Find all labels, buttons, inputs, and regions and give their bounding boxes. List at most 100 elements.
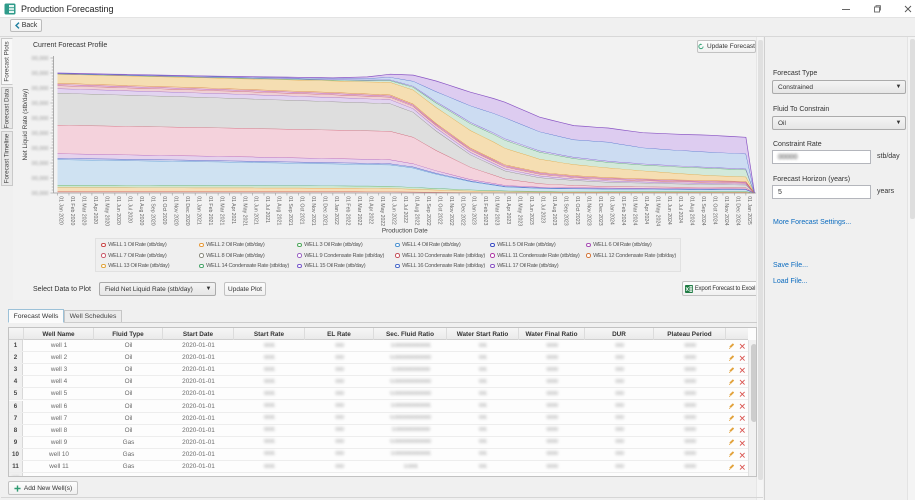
row-header[interactable]: 1 bbox=[9, 340, 23, 352]
table-cell[interactable]: Oil bbox=[124, 378, 133, 386]
table-row[interactable]: 3 well 3 Oil 2020-01-01 0000 000 0.00000000000… bbox=[9, 364, 748, 377]
table-cell[interactable]: 0.0000000000000 bbox=[374, 449, 447, 460]
table-cell[interactable]: 000 bbox=[447, 352, 519, 363]
table-scrollbar-thumb[interactable] bbox=[750, 344, 756, 422]
table-cell[interactable]: Oil bbox=[124, 402, 133, 410]
row-header[interactable]: 6 bbox=[9, 400, 23, 412]
table-cell[interactable]: 0000 bbox=[234, 437, 305, 448]
table-cell[interactable]: Gas bbox=[122, 463, 135, 471]
row-header[interactable]: 7 bbox=[9, 412, 23, 424]
delete-x-icon[interactable] bbox=[739, 355, 746, 362]
table-cell[interactable]: 0000 bbox=[519, 413, 585, 424]
table-cell[interactable]: 2020-01-01 bbox=[182, 366, 215, 374]
table-cell[interactable]: 2020-01-01 bbox=[182, 390, 215, 398]
table-cell[interactable]: 000 bbox=[585, 425, 654, 436]
table-row[interactable]: 11 well 11 Gas 2020-01-01 0000 000 0.000 000 000… bbox=[9, 461, 748, 474]
table-cell[interactable]: 2020-01-01 bbox=[182, 438, 215, 446]
forecast-horizon-input[interactable]: 5 bbox=[772, 185, 871, 199]
table-cell[interactable]: 0000 bbox=[234, 340, 305, 351]
row-header[interactable]: 11 bbox=[9, 461, 23, 473]
edit-pencil-icon[interactable] bbox=[728, 451, 735, 458]
edit-pencil-icon[interactable] bbox=[728, 403, 735, 410]
legend-item[interactable]: WELL 4 Oil Rate (stb/day) bbox=[395, 242, 461, 249]
table-cell[interactable]: 0.0000000000000 bbox=[374, 340, 447, 351]
tab-forecast-wells[interactable]: Forecast Wells bbox=[8, 309, 64, 323]
table-cell[interactable]: 0.0000000000000 bbox=[374, 352, 447, 363]
fluid-to-constrain-select[interactable]: Oil ▼ bbox=[772, 116, 906, 130]
table-cell[interactable]: Oil bbox=[124, 390, 133, 398]
table-row[interactable]: 2 well 2 Oil 2020-01-01 0000 000 0.00000000000… bbox=[9, 352, 748, 365]
table-row[interactable]: 8 well 8 Oil 2020-01-01 0000 000 0.00000000000… bbox=[9, 424, 748, 437]
table-cell[interactable]: 000 bbox=[585, 437, 654, 448]
table-cell[interactable]: 0.0000000000000 bbox=[374, 425, 447, 436]
table-cell[interactable]: 000 bbox=[585, 352, 654, 363]
table-cell[interactable]: 0000 bbox=[654, 413, 726, 424]
table-cell[interactable]: 0000 bbox=[234, 388, 305, 399]
table-cell[interactable]: 000 bbox=[305, 413, 374, 424]
table-cell[interactable]: Gas bbox=[122, 438, 135, 446]
table-cell[interactable]: 0000 bbox=[654, 425, 726, 436]
table-cell[interactable]: 0000 bbox=[519, 461, 585, 472]
update-forecast-button[interactable]: Update Forecast bbox=[697, 40, 756, 53]
table-cell[interactable]: 0000 bbox=[234, 425, 305, 436]
edit-pencil-icon[interactable] bbox=[728, 379, 735, 386]
edit-pencil-icon[interactable] bbox=[728, 367, 735, 374]
table-cell[interactable]: Gas bbox=[122, 450, 135, 458]
legend-item[interactable]: WELL 9 Condensate Rate (stb/day) bbox=[297, 252, 384, 259]
edit-pencil-icon[interactable] bbox=[728, 439, 735, 446]
table-cell[interactable]: 000 bbox=[305, 449, 374, 460]
table-cell[interactable]: Oil bbox=[124, 342, 133, 350]
table-row[interactable]: 6 well 6 Oil 2020-01-01 0000 000 0.00000000000… bbox=[9, 400, 748, 413]
table-cell[interactable]: 0000 bbox=[654, 388, 726, 399]
table-cell[interactable]: 2020-01-01 bbox=[182, 378, 215, 386]
load-file-link[interactable]: Load File... bbox=[773, 278, 808, 285]
row-header[interactable]: 2 bbox=[9, 352, 23, 364]
delete-x-icon[interactable] bbox=[739, 343, 746, 350]
table-cell[interactable]: 000 bbox=[447, 401, 519, 412]
row-header[interactable]: 10 bbox=[9, 448, 23, 460]
table-cell[interactable]: 2020-01-01 bbox=[182, 426, 215, 434]
table-cell[interactable]: 0.0000000000000 bbox=[374, 437, 447, 448]
table-cell[interactable]: 0000 bbox=[519, 437, 585, 448]
row-header[interactable]: 4 bbox=[9, 376, 23, 388]
table-cell[interactable]: 2020-01-01 bbox=[182, 402, 215, 410]
legend-item[interactable]: WELL 1 Oil Rate (stb/day) bbox=[101, 242, 167, 249]
table-cell[interactable]: 0.0000000000000 bbox=[374, 401, 447, 412]
table-row[interactable]: 9 well 9 Gas 2020-01-01 0000 000 0.00000000000… bbox=[9, 436, 748, 449]
table-cell[interactable]: 2020-01-01 bbox=[182, 463, 215, 471]
delete-x-icon[interactable] bbox=[739, 391, 746, 398]
side-tab-forecast-data[interactable]: Forecast Data bbox=[1, 87, 13, 129]
back-button[interactable]: Back bbox=[10, 19, 42, 32]
table-cell[interactable]: 000 bbox=[447, 340, 519, 351]
table-scrollbar[interactable] bbox=[748, 340, 756, 476]
table-cell[interactable]: 0.0000000000000 bbox=[374, 376, 447, 387]
table-cell[interactable]: well 11 bbox=[49, 463, 69, 471]
table-cell[interactable]: 000 bbox=[305, 340, 374, 351]
column-header[interactable]: Plateau Period bbox=[654, 328, 726, 340]
table-cell[interactable]: 2020-01-01 bbox=[182, 354, 215, 362]
table-cell[interactable]: 0000 bbox=[654, 364, 726, 375]
table-cell[interactable]: 0000 bbox=[654, 449, 726, 460]
save-file-link[interactable]: Save File... bbox=[773, 262, 809, 269]
legend-item[interactable]: WELL 8 Oil Rate (stb/day) bbox=[199, 252, 265, 259]
legend-item[interactable]: WELL 17 Oil Rate (stb/day) bbox=[490, 263, 559, 270]
column-header[interactable]: DUR bbox=[585, 328, 654, 340]
settings-scrollbar[interactable] bbox=[907, 37, 915, 500]
table-cell[interactable]: 000 bbox=[447, 461, 519, 472]
delete-x-icon[interactable] bbox=[739, 415, 746, 422]
table-cell[interactable]: 0000 bbox=[654, 437, 726, 448]
table-cell[interactable]: well 8 bbox=[50, 426, 68, 434]
table-cell[interactable]: 0000 bbox=[234, 364, 305, 375]
table-cell[interactable]: 0000 bbox=[519, 449, 585, 460]
table-cell[interactable]: well 7 bbox=[50, 414, 68, 422]
edit-pencil-icon[interactable] bbox=[728, 342, 735, 350]
table-row[interactable]: 5 well 5 Oil 2020-01-01 0000 000 0.00000000000… bbox=[9, 388, 748, 401]
table-cell[interactable]: Oil bbox=[124, 354, 133, 362]
table-cell[interactable]: 000 bbox=[305, 376, 374, 387]
legend-item[interactable]: WELL 7 Oil Rate (stb/day) bbox=[101, 252, 167, 259]
export-forecast-button[interactable]: Export Forecast to Excel bbox=[682, 281, 758, 296]
table-cell[interactable]: 0000 bbox=[234, 413, 305, 424]
table-cell[interactable]: 000 bbox=[585, 364, 654, 375]
side-tab-forecast-timeline[interactable]: Forecast Timeline bbox=[1, 131, 13, 186]
table-cell[interactable]: well 10 bbox=[49, 450, 69, 458]
